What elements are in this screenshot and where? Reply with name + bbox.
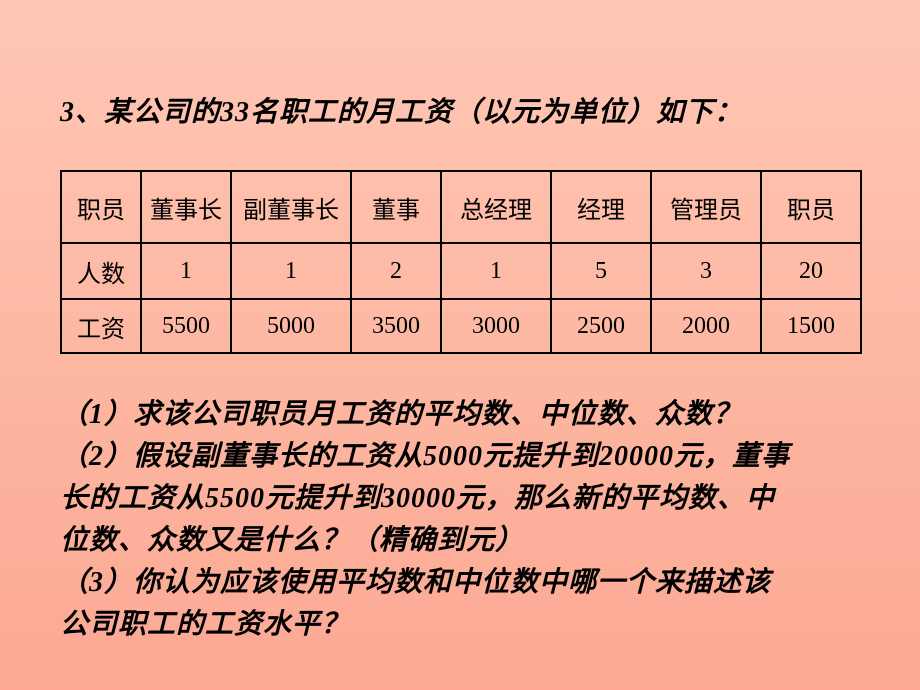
slide-container: 3、某公司的33名职工的月工资（以元为单位）如下： 职员 董事长 副董事长 董事… — [0, 0, 920, 686]
data-cell: 3500 — [351, 299, 441, 353]
data-cell: 1500 — [761, 299, 861, 353]
table-row: 人数 1 1 2 1 5 3 20 — [61, 243, 861, 299]
data-cell: 2500 — [551, 299, 651, 353]
header-cell: 职员 — [761, 171, 861, 243]
header-cell: 经理 — [551, 171, 651, 243]
question-3-line1: （3）你认为应该使用平均数和中位数中哪一个来描述该 — [60, 562, 860, 604]
header-cell: 董事 — [351, 171, 441, 243]
header-cell: 董事长 — [141, 171, 231, 243]
questions-block: （1）求该公司职员月工资的平均数、中位数、众数？ （2）假设副董事长的工资从50… — [60, 394, 860, 646]
header-cell: 总经理 — [441, 171, 551, 243]
table-row: 工资 5500 5000 3500 3000 2500 2000 1500 — [61, 299, 861, 353]
data-cell: 2000 — [651, 299, 761, 353]
data-cell: 5000 — [231, 299, 351, 353]
data-cell: 3000 — [441, 299, 551, 353]
data-cell: 5 — [551, 243, 651, 299]
header-cell: 副董事长 — [231, 171, 351, 243]
table-header-row: 职员 董事长 副董事长 董事 总经理 经理 管理员 职员 — [61, 171, 861, 243]
data-cell: 5500 — [141, 299, 231, 353]
data-cell: 1 — [441, 243, 551, 299]
header-cell: 管理员 — [651, 171, 761, 243]
question-2-line1: （2）假设副董事长的工资从5000元提升到20000元，董事 — [60, 436, 860, 478]
question-2-line3: 位数、众数又是什么？（精确到元） — [60, 520, 860, 562]
salary-table: 职员 董事长 副董事长 董事 总经理 经理 管理员 职员 人数 1 1 2 1 … — [60, 170, 862, 354]
data-cell: 1 — [141, 243, 231, 299]
row-label-cell: 人数 — [61, 243, 141, 299]
problem-title: 3、某公司的33名职工的月工资（以元为单位）如下： — [60, 90, 860, 130]
question-1: （1）求该公司职员月工资的平均数、中位数、众数？ — [60, 394, 860, 436]
data-cell: 20 — [761, 243, 861, 299]
data-cell: 3 — [651, 243, 761, 299]
data-cell: 1 — [231, 243, 351, 299]
row-label-cell: 工资 — [61, 299, 141, 353]
question-3-line2: 公司职工的工资水平？ — [60, 604, 860, 646]
question-2-line2: 长的工资从5500元提升到30000元，那么新的平均数、中 — [60, 478, 860, 520]
header-cell: 职员 — [61, 171, 141, 243]
data-cell: 2 — [351, 243, 441, 299]
